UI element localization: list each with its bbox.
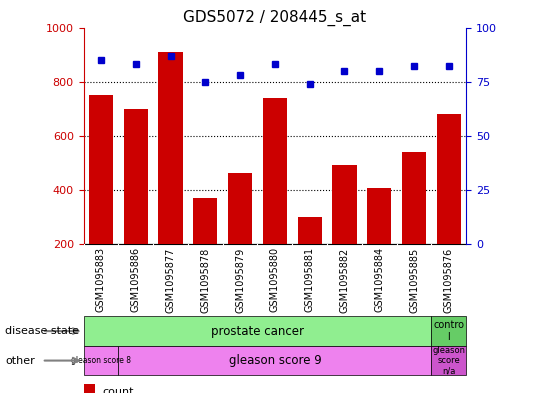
Bar [228, 173, 252, 244]
Text: GSM1095878: GSM1095878 [201, 247, 210, 312]
Text: other: other [5, 356, 35, 365]
Text: gleason score 9: gleason score 9 [229, 354, 321, 367]
Bar [431, 346, 466, 375]
Title: GDS5072 / 208445_s_at: GDS5072 / 208445_s_at [183, 10, 367, 26]
Bar [367, 188, 391, 244]
Bar [84, 346, 119, 375]
Bar [402, 152, 426, 244]
Text: gleason score 8: gleason score 8 [71, 356, 131, 365]
Text: GSM1095876: GSM1095876 [444, 247, 454, 312]
Bar [332, 165, 357, 244]
Text: GSM1095886: GSM1095886 [131, 247, 141, 312]
Bar [298, 217, 322, 244]
Text: GSM1095883: GSM1095883 [96, 247, 106, 312]
Text: GSM1095880: GSM1095880 [270, 247, 280, 312]
Text: gleason
score
n/a: gleason score n/a [432, 346, 465, 375]
Bar [437, 114, 461, 244]
Text: contro
l: contro l [433, 320, 464, 342]
Text: GSM1095885: GSM1095885 [409, 247, 419, 312]
Bar [89, 95, 113, 244]
Text: disease state: disease state [5, 326, 80, 336]
Text: GSM1095877: GSM1095877 [165, 247, 176, 313]
Bar [431, 316, 466, 346]
Bar [84, 384, 95, 393]
Bar [262, 98, 287, 244]
Bar [123, 108, 148, 244]
Bar [193, 198, 217, 244]
Text: prostate cancer: prostate cancer [211, 325, 304, 338]
Text: GSM1095881: GSM1095881 [305, 247, 315, 312]
Text: GSM1095879: GSM1095879 [235, 247, 245, 312]
Text: GSM1095882: GSM1095882 [340, 247, 349, 312]
Text: GSM1095884: GSM1095884 [374, 247, 384, 312]
Text: count: count [102, 387, 134, 393]
Bar [158, 52, 183, 244]
Bar [119, 346, 431, 375]
